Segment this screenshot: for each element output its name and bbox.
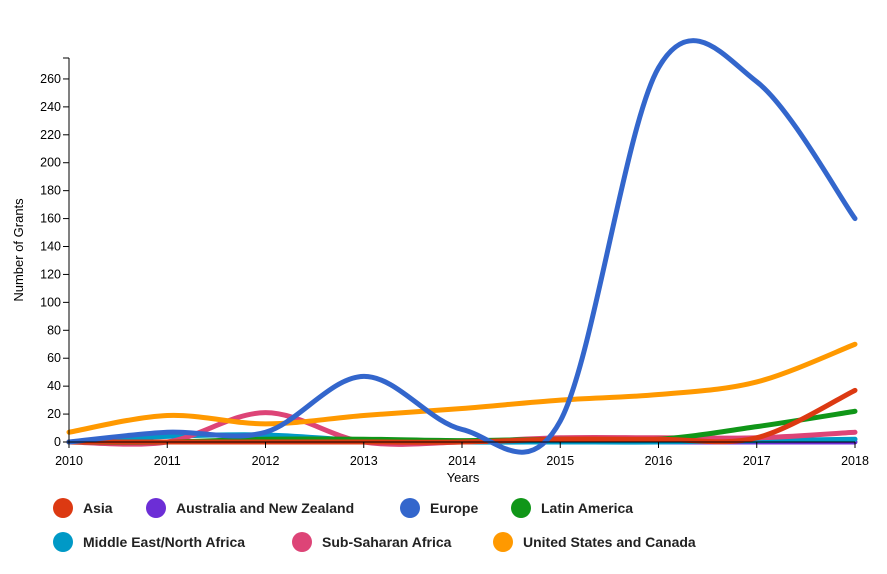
x-tick-label: 2011	[154, 454, 181, 468]
legend-label-sub-saharan-africa: Sub-Saharan Africa	[322, 534, 452, 550]
legend-item-europe[interactable]: Europe	[400, 496, 478, 520]
legend-swatch-asia	[53, 498, 73, 518]
legend-swatch-middle-east-north-africa	[53, 532, 73, 552]
y-tick-label: 40	[47, 379, 61, 393]
y-tick-label: 80	[47, 323, 61, 337]
legend-swatch-united-states-canada	[493, 532, 513, 552]
line-chart: 0 20 40 60 80 100 120 140 160 180 200 220 240 260 201…	[11, 38, 869, 485]
x-tick-label: 2010	[55, 454, 83, 468]
legend-item-middle-east-north-africa[interactable]: Middle East/North Africa	[53, 530, 245, 554]
y-tick-label: 120	[40, 267, 61, 281]
legend-row-1: Asia Australia and New Zealand Europe La…	[53, 496, 873, 530]
y-tick-label: 20	[47, 407, 61, 421]
legend: Asia Australia and New Zealand Europe La…	[53, 496, 873, 564]
legend-label-europe: Europe	[430, 500, 479, 516]
x-tick-label: 2018	[841, 454, 869, 468]
y-axis-ticks: 0 20 40 60 80 100 120 140 160 180 200 220 240 260	[40, 57, 69, 449]
legend-item-latin-america[interactable]: Latin America	[511, 496, 633, 520]
x-tick-label: 2017	[743, 454, 771, 468]
legend-swatch-australia-new-zealand	[146, 498, 166, 518]
x-tick-label: 2016	[645, 454, 673, 468]
legend-label-australia-new-zealand: Australia and New Zealand	[176, 500, 355, 516]
x-axis-ticks: 2010 2011 2012 2013 2014 2015 2016 2017 2018	[55, 442, 869, 468]
y-tick-label: 240	[40, 100, 61, 114]
series-line-united-states-and-canada[interactable]	[66, 341, 858, 435]
legend-swatch-latin-america	[511, 498, 531, 518]
legend-label-latin-america: Latin America	[541, 500, 634, 516]
y-tick-label: 0	[54, 435, 61, 449]
legend-label-asia: Asia	[83, 500, 113, 516]
legend-swatch-europe	[400, 498, 420, 518]
y-tick-label: 220	[40, 128, 61, 142]
legend-label-middle-east-north-africa: Middle East/North Africa	[83, 534, 246, 550]
legend-item-asia[interactable]: Asia	[53, 496, 113, 520]
y-axis-title: Number of Grants	[11, 198, 26, 302]
legend-row-2: Middle East/North Africa Sub-Saharan Afr…	[53, 530, 873, 564]
x-tick-label: 2014	[448, 454, 476, 468]
y-tick-label: 100	[40, 295, 61, 309]
legend-label-united-states-canada: United States and Canada	[523, 534, 696, 550]
x-tick-label: 2013	[350, 454, 378, 468]
legend-item-sub-saharan-africa[interactable]: Sub-Saharan Africa	[292, 530, 451, 554]
y-tick-label: 180	[40, 184, 61, 198]
series-layer	[66, 38, 858, 455]
series-line-europe[interactable]	[66, 38, 858, 455]
y-tick-label: 60	[47, 351, 61, 365]
y-tick-label: 160	[40, 212, 61, 226]
x-tick-label: 2015	[546, 454, 574, 468]
y-tick-label: 200	[40, 156, 61, 170]
x-tick-label: 2012	[252, 454, 280, 468]
legend-item-united-states-canada[interactable]: United States and Canada	[493, 530, 696, 554]
y-tick-label: 260	[40, 72, 61, 86]
y-tick-label: 140	[40, 240, 61, 254]
x-axis-title: Years	[447, 470, 480, 485]
legend-swatch-sub-saharan-africa	[292, 532, 312, 552]
legend-item-australia-new-zealand[interactable]: Australia and New Zealand	[146, 496, 354, 520]
